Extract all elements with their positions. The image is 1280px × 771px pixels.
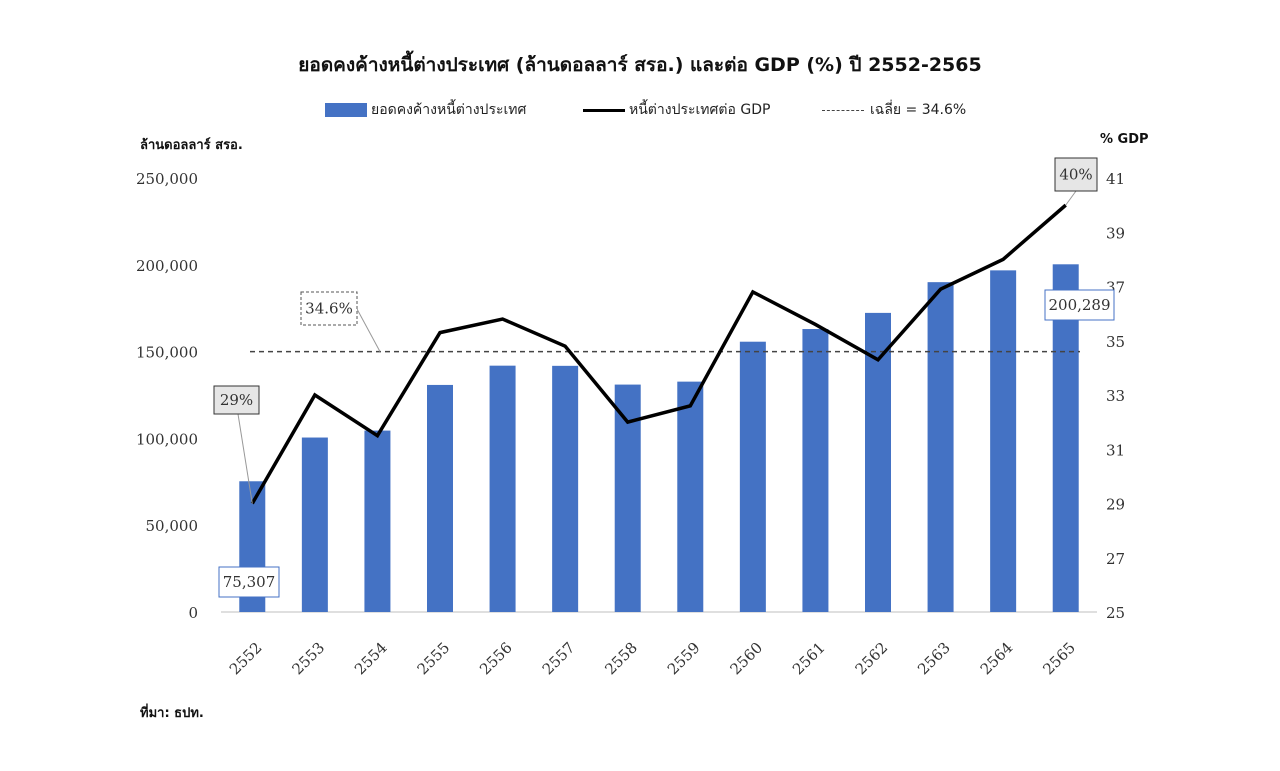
legend-item-avg: เฉลี่ย = 34.6% bbox=[822, 99, 966, 121]
bar bbox=[1052, 264, 1079, 612]
annotation-bar-last: 200,289 bbox=[1044, 289, 1115, 321]
x-tick-label: 2553 bbox=[288, 639, 328, 679]
legend-label-bar: ยอดคงค้างหนี้ต่างประเทศ bbox=[371, 102, 527, 118]
x-tick-label: 2554 bbox=[351, 639, 391, 679]
legend: ยอดคงค้างหนี้ต่างประเทศ หนี้ต่างประเทศต่… bbox=[0, 99, 1280, 123]
callout-text: 40% bbox=[1059, 166, 1092, 184]
callout-text: 200,289 bbox=[1048, 296, 1110, 314]
callout-text: 34.6% bbox=[305, 300, 353, 318]
right-tick-label: 41 bbox=[1106, 170, 1125, 188]
callout-box bbox=[1044, 289, 1115, 321]
left-tick-label: 100,000 bbox=[136, 430, 198, 448]
annotation-average: 34.6% bbox=[300, 291, 381, 352]
x-tick-label: 2563 bbox=[914, 639, 954, 679]
legend-swatch-dash bbox=[822, 109, 864, 111]
right-tick-label: 39 bbox=[1106, 224, 1125, 242]
bar bbox=[489, 365, 516, 612]
x-tick-label: 2562 bbox=[852, 639, 892, 679]
right-tick-label: 33 bbox=[1106, 387, 1125, 405]
callout-leader bbox=[237, 413, 253, 504]
bar bbox=[552, 365, 579, 612]
x-tick-label: 2559 bbox=[664, 639, 704, 679]
legend-swatch-bar bbox=[325, 103, 367, 117]
annotation-line-first: 29% bbox=[213, 385, 260, 504]
bar bbox=[739, 341, 766, 612]
left-tick-label: 200,000 bbox=[136, 257, 198, 275]
left-tick-label: 250,000 bbox=[136, 170, 198, 188]
callout-leader bbox=[356, 308, 381, 352]
bar bbox=[990, 270, 1017, 612]
bar bbox=[427, 384, 453, 612]
right-tick-label: 31 bbox=[1106, 441, 1125, 459]
bar bbox=[364, 430, 391, 612]
x-tick-label: 2565 bbox=[1039, 639, 1079, 679]
left-axis-title: ล้านดอลลาร์ สรอ. bbox=[140, 138, 243, 153]
left-tick-label: 0 bbox=[188, 604, 198, 622]
legend-label-avg: เฉลี่ย = 34.6% bbox=[870, 102, 967, 118]
bar bbox=[677, 381, 704, 612]
gdp-ratio-line bbox=[250, 203, 1067, 505]
x-tick-label: 2560 bbox=[726, 639, 766, 679]
x-tick-label: 2561 bbox=[789, 639, 829, 679]
x-tick-label: 2552 bbox=[226, 639, 266, 679]
x-tick-label: 2558 bbox=[601, 639, 641, 679]
left-tick-label: 150,000 bbox=[136, 344, 198, 362]
right-axis-title: % GDP bbox=[1100, 132, 1149, 147]
callout-leader bbox=[1065, 190, 1077, 206]
callout-box bbox=[300, 291, 358, 326]
left-tick-label: 50,000 bbox=[146, 517, 199, 535]
chart-title: ยอดคงค้างหนี้ต่างประเทศ (ล้านดอลลาร์ สรอ… bbox=[298, 54, 982, 76]
legend-label-line: หนี้ต่างประเทศต่อ GDP bbox=[629, 102, 771, 118]
legend-swatch-line bbox=[583, 108, 625, 112]
bar bbox=[927, 282, 954, 612]
source-note: ที่มา: ธปท. bbox=[140, 706, 204, 721]
legend-item-bar: ยอดคงค้างหนี้ต่างประเทศ bbox=[325, 99, 526, 121]
x-tick-label: 2564 bbox=[977, 639, 1017, 679]
bar bbox=[865, 312, 891, 612]
x-tick-label: 2556 bbox=[476, 639, 516, 679]
right-tick-label: 27 bbox=[1106, 550, 1125, 568]
callout-text: 29% bbox=[220, 391, 253, 409]
callout-box bbox=[1054, 157, 1098, 192]
right-tick-label: 35 bbox=[1106, 333, 1125, 351]
x-tick-label: 2555 bbox=[414, 639, 454, 679]
right-tick-label: 25 bbox=[1106, 604, 1125, 622]
annotation-bar-first: 75,307 bbox=[218, 566, 280, 598]
legend-item-line: หนี้ต่างประเทศต่อ GDP bbox=[583, 99, 770, 121]
x-tick-label: 2557 bbox=[539, 639, 579, 679]
bar bbox=[301, 437, 328, 612]
annotation-line-last: 40% bbox=[1054, 157, 1098, 206]
right-tick-label: 29 bbox=[1106, 496, 1125, 514]
callout-box bbox=[218, 566, 280, 598]
bar bbox=[802, 329, 829, 612]
callout-text: 75,307 bbox=[223, 573, 276, 591]
callout-box bbox=[213, 385, 260, 415]
